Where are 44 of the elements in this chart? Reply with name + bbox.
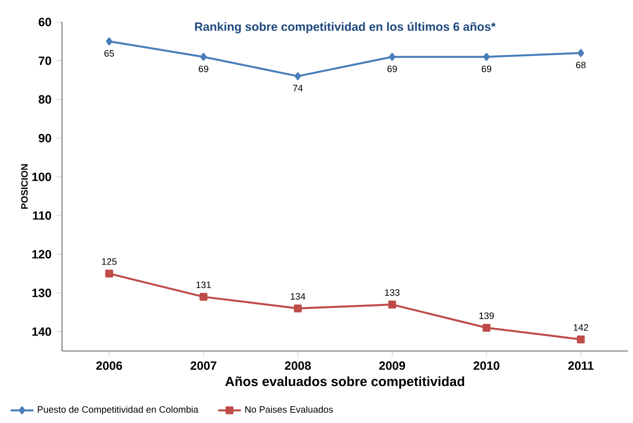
- x-tick-label: 2009: [379, 361, 406, 370]
- point: [105, 270, 114, 278]
- point: [200, 52, 207, 61]
- y-tick-label: 110: [32, 211, 52, 220]
- legend-label: Puesto de Competitividad en Colombia: [38, 406, 198, 415]
- data-label: 139: [479, 312, 494, 320]
- data-label: 69: [198, 66, 208, 72]
- point: [578, 49, 584, 57]
- x-tick-label: 2011: [568, 361, 594, 370]
- point: [388, 300, 396, 308]
- data-label: 142: [574, 324, 588, 331]
- data-label: 68: [576, 62, 586, 68]
- point: [106, 37, 112, 46]
- y-tick-label: 70: [38, 56, 52, 65]
- y-tick-label: 120: [32, 250, 52, 258]
- data-label: 69: [482, 66, 492, 72]
- y-tick-label: 60: [38, 18, 52, 26]
- data-label: 74: [293, 84, 303, 92]
- x-tick-label: 2007: [190, 361, 216, 370]
- x-axis-title: Años evaluados sobre competitividad: [225, 376, 464, 389]
- y-tick-label: 80: [38, 95, 52, 104]
- data-label: 133: [385, 289, 400, 296]
- y-tick-label: 90: [38, 134, 52, 142]
- x-tick-label: 2006: [96, 361, 122, 370]
- point: [483, 52, 490, 61]
- point: [576, 335, 585, 344]
- y-axis-title: POSICION: [21, 164, 28, 209]
- data-label: 131: [196, 282, 211, 288]
- x-tick-label: 2008: [284, 361, 311, 370]
- legend-label: No Paises Evaluados: [245, 406, 333, 413]
- x-tick-label: 2010: [474, 361, 500, 370]
- y-tick-label: 100: [32, 172, 52, 182]
- point: [294, 72, 302, 80]
- point: [294, 304, 302, 312]
- y-tick-label: 130: [32, 288, 52, 298]
- point: [482, 324, 490, 332]
- data-label: 125: [102, 258, 117, 265]
- point: [388, 52, 396, 61]
- data-label: 134: [290, 293, 306, 300]
- y-tick-label: 140: [32, 327, 52, 336]
- chart-title: Ranking sobre competitividad en los últimos 6 años*: [195, 22, 496, 34]
- point: [200, 292, 208, 301]
- data-label: 65: [104, 50, 114, 57]
- data-label: 69: [387, 66, 397, 72]
